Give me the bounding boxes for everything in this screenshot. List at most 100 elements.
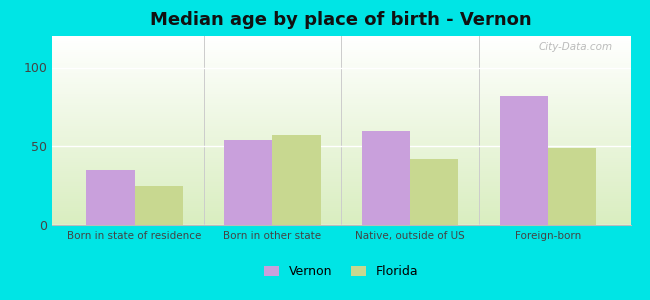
Bar — [52, 119, 630, 121]
Bar — [52, 208, 630, 210]
Bar — [52, 164, 630, 166]
Bar — [52, 157, 630, 159]
Bar — [52, 151, 630, 153]
Bar — [52, 108, 630, 110]
Bar — [52, 204, 630, 206]
Bar — [52, 219, 630, 221]
Bar — [52, 80, 630, 81]
Bar — [52, 83, 630, 85]
Bar — [52, 110, 630, 112]
Bar — [52, 172, 630, 174]
Bar — [52, 72, 630, 74]
Bar — [52, 144, 630, 146]
Bar — [52, 159, 630, 161]
Bar — [52, 91, 630, 93]
Bar — [52, 210, 630, 212]
Bar — [52, 170, 630, 172]
Bar — [52, 183, 630, 185]
Bar — [52, 214, 630, 215]
Bar — [52, 78, 630, 80]
Bar — [52, 57, 630, 59]
Bar — [52, 106, 630, 108]
Bar — [52, 167, 630, 168]
Bar — [52, 206, 630, 208]
Bar — [272, 135, 320, 225]
Bar — [52, 36, 630, 38]
Bar — [52, 121, 630, 123]
Bar — [52, 64, 630, 66]
Bar — [52, 215, 630, 217]
Bar — [52, 202, 630, 204]
Bar — [52, 51, 630, 53]
Bar — [52, 53, 630, 55]
Bar — [52, 163, 630, 164]
Bar — [52, 74, 630, 76]
Bar — [52, 112, 630, 113]
Bar — [52, 218, 630, 219]
Bar — [52, 113, 630, 116]
Bar — [52, 168, 630, 170]
Bar — [52, 44, 630, 45]
Bar — [362, 130, 410, 225]
Bar — [52, 142, 630, 144]
Bar — [52, 178, 630, 180]
Bar — [52, 66, 630, 68]
Bar — [52, 199, 630, 200]
Bar — [52, 49, 630, 51]
Bar — [52, 62, 630, 64]
Bar — [224, 140, 272, 225]
Bar — [52, 130, 630, 132]
Bar — [52, 200, 630, 202]
Bar — [52, 94, 630, 97]
Bar — [52, 132, 630, 134]
Bar — [52, 61, 630, 62]
Bar — [52, 81, 630, 83]
Bar — [52, 146, 630, 148]
Bar — [52, 97, 630, 98]
Text: City-Data.com: City-Data.com — [539, 42, 613, 52]
Bar — [86, 170, 135, 225]
Bar — [52, 136, 630, 138]
Bar — [52, 221, 630, 223]
Bar — [500, 96, 548, 225]
Bar — [52, 116, 630, 117]
Bar — [52, 117, 630, 119]
Bar — [52, 148, 630, 149]
Bar — [52, 212, 630, 214]
Bar — [52, 89, 630, 91]
Bar — [52, 42, 630, 43]
Bar — [52, 100, 630, 102]
Bar — [52, 55, 630, 57]
Bar — [52, 68, 630, 70]
Bar — [52, 76, 630, 78]
Bar — [52, 123, 630, 125]
Bar — [52, 138, 630, 140]
Bar — [52, 161, 630, 163]
Bar — [135, 186, 183, 225]
Bar — [52, 47, 630, 49]
Bar — [52, 155, 630, 157]
Bar — [52, 134, 630, 136]
Bar — [52, 223, 630, 225]
Legend: Vernon, Florida: Vernon, Florida — [264, 265, 419, 278]
Bar — [52, 98, 630, 100]
Bar — [52, 189, 630, 191]
Title: Median age by place of birth - Vernon: Median age by place of birth - Vernon — [150, 11, 532, 29]
Bar — [52, 191, 630, 193]
Bar — [52, 127, 630, 129]
Bar — [52, 197, 630, 199]
Bar — [52, 85, 630, 87]
Bar — [52, 38, 630, 40]
Bar — [52, 176, 630, 178]
Bar — [52, 40, 630, 42]
Bar — [52, 182, 630, 183]
Bar — [52, 174, 630, 176]
Bar — [52, 45, 630, 47]
Bar — [52, 149, 630, 151]
Bar — [52, 195, 630, 197]
Bar — [52, 104, 630, 106]
Bar — [52, 187, 630, 189]
Bar — [52, 125, 630, 127]
Bar — [52, 59, 630, 61]
Bar — [52, 153, 630, 155]
